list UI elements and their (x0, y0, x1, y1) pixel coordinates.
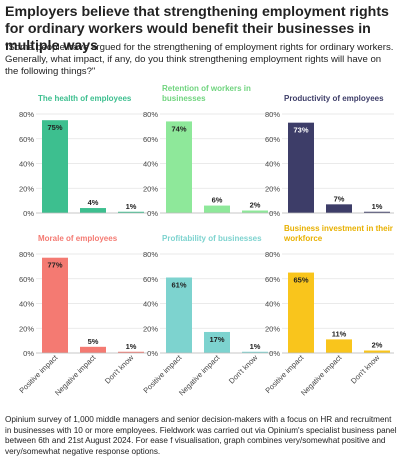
panel-5-y-tick-label: 0% (147, 349, 158, 358)
panel-5-bar-2 (204, 331, 230, 353)
panel-4-bar-1 (42, 257, 68, 353)
panel-1-y-tick-label: 80% (19, 110, 34, 119)
panel-3-bar-3 (364, 211, 390, 213)
panel-4-y-tick-label: 40% (19, 300, 34, 309)
panel-2-y-tick-label: 40% (143, 160, 158, 169)
panel-1-bar-1 (42, 120, 68, 213)
panel-2-title: Retention of workers in (162, 84, 251, 93)
panel-6-bar-1 (288, 272, 314, 353)
panel-4-data-label-3: 1% (126, 342, 137, 351)
panel-4-y-tick-label: 0% (23, 349, 34, 358)
panel-5-y-tick-label: 20% (143, 324, 158, 333)
panel-5-title: Profitability of businesses (162, 234, 262, 243)
panel-3-y-tick-label: 60% (265, 135, 280, 144)
panel-5-data-label-2: 17% (209, 335, 224, 344)
panel-4-title: Morale of employees (38, 234, 118, 243)
panel-2-data-label-1: 74% (171, 124, 186, 133)
panel-1-data-label-3: 1% (126, 202, 137, 211)
panel-5-x-tick-label-3: Don't know (227, 353, 260, 386)
panel-3-data-label-1: 73% (293, 126, 308, 135)
panel-6-bar-3 (364, 350, 390, 353)
panel-6-data-label-3: 2% (372, 341, 383, 350)
panel-2-bar-3 (242, 210, 268, 213)
panel-6-data-label-1: 65% (293, 276, 308, 285)
panel-3-y-tick-label: 80% (265, 110, 280, 119)
panel-4-data-label-1: 77% (47, 261, 62, 270)
panel-6-title: workforce (283, 234, 323, 243)
panel-1-y-tick-label: 40% (19, 160, 34, 169)
panel-2-y-tick-label: 20% (143, 184, 158, 193)
panel-5-y-tick-label: 80% (143, 250, 158, 259)
panel-4-bar-2 (80, 346, 106, 353)
panel-4-bar-3 (118, 351, 144, 353)
panel-1-data-label-1: 75% (47, 123, 62, 132)
panel-3-y-tick-label: 40% (265, 160, 280, 169)
panel-5-data-label-3: 1% (250, 342, 261, 351)
panel-1-title: The health of employees (38, 94, 132, 103)
panel-1-y-tick-label: 0% (23, 209, 34, 218)
panel-6-x-tick-label-3: Don't know (349, 353, 382, 386)
panel-6-y-tick-label: 80% (265, 250, 280, 259)
panel-3-bar-2 (326, 204, 352, 213)
panel-6-y-tick-label: 20% (265, 324, 280, 333)
panel-4-x-tick-label-3: Don't know (103, 353, 136, 386)
panel-6-bar-2 (326, 339, 352, 353)
chart-subtitle: "Some people have argued for the strengt… (5, 42, 394, 77)
panel-6-x-tick-label-1: Positive impact (263, 352, 306, 395)
panel-2-data-label-3: 2% (250, 201, 261, 210)
source-note: Opinium survey of 1,000 middle managers … (5, 415, 397, 456)
panel-5-y-tick-label: 60% (143, 275, 158, 284)
panel-2-data-label-2: 6% (212, 196, 223, 205)
panel-4-x-tick-label-2: Negative impact (53, 352, 98, 397)
panel-1-bar-3 (118, 211, 144, 213)
panel-2-bar-1 (166, 121, 192, 213)
panel-4-y-tick-label: 60% (19, 275, 34, 284)
panel-5-x-tick-label-1: Positive impact (141, 352, 184, 395)
panel-4-data-label-2: 5% (88, 337, 99, 346)
panel-5-bar-1 (166, 277, 192, 353)
panel-2-y-tick-label: 80% (143, 110, 158, 119)
panel-1-data-label-2: 4% (88, 198, 99, 207)
panel-1-bar-2 (80, 208, 106, 213)
panel-5-bar-3 (242, 351, 268, 353)
panel-6-y-tick-label: 0% (269, 349, 280, 358)
panel-4-x-tick-label-1: Positive impact (17, 352, 60, 395)
panel-5-x-tick-label-2: Negative impact (177, 352, 222, 397)
panel-2-y-tick-label: 0% (147, 209, 158, 218)
panel-4-y-tick-label: 20% (19, 324, 34, 333)
panel-2-y-tick-label: 60% (143, 135, 158, 144)
panel-6-y-tick-label: 40% (265, 300, 280, 309)
panel-3-data-label-2: 7% (334, 194, 345, 203)
panel-6-title: Business investment in their (284, 224, 393, 233)
panel-3-data-label-3: 1% (372, 202, 383, 211)
panel-6-data-label-2: 11% (332, 329, 347, 338)
panel-3-bar-1 (288, 122, 314, 213)
chart-title: Employers believe that strengthening emp… (5, 4, 389, 54)
panel-2-bar-2 (204, 205, 230, 213)
panel-6-y-tick-label: 60% (265, 275, 280, 284)
panel-6-x-tick-label-2: Negative impact (299, 352, 344, 397)
panel-1-y-tick-label: 20% (19, 184, 34, 193)
panel-5-data-label-1: 61% (171, 281, 186, 290)
panel-5-y-tick-label: 40% (143, 300, 158, 309)
panel-3-y-tick-label: 20% (265, 184, 280, 193)
panel-3-y-tick-label: 0% (269, 209, 280, 218)
panel-2-title: businesses (162, 94, 206, 103)
panel-1-y-tick-label: 60% (19, 135, 34, 144)
panel-3-title: Productivity of employees (284, 94, 384, 103)
panel-4-y-tick-label: 80% (19, 250, 34, 259)
